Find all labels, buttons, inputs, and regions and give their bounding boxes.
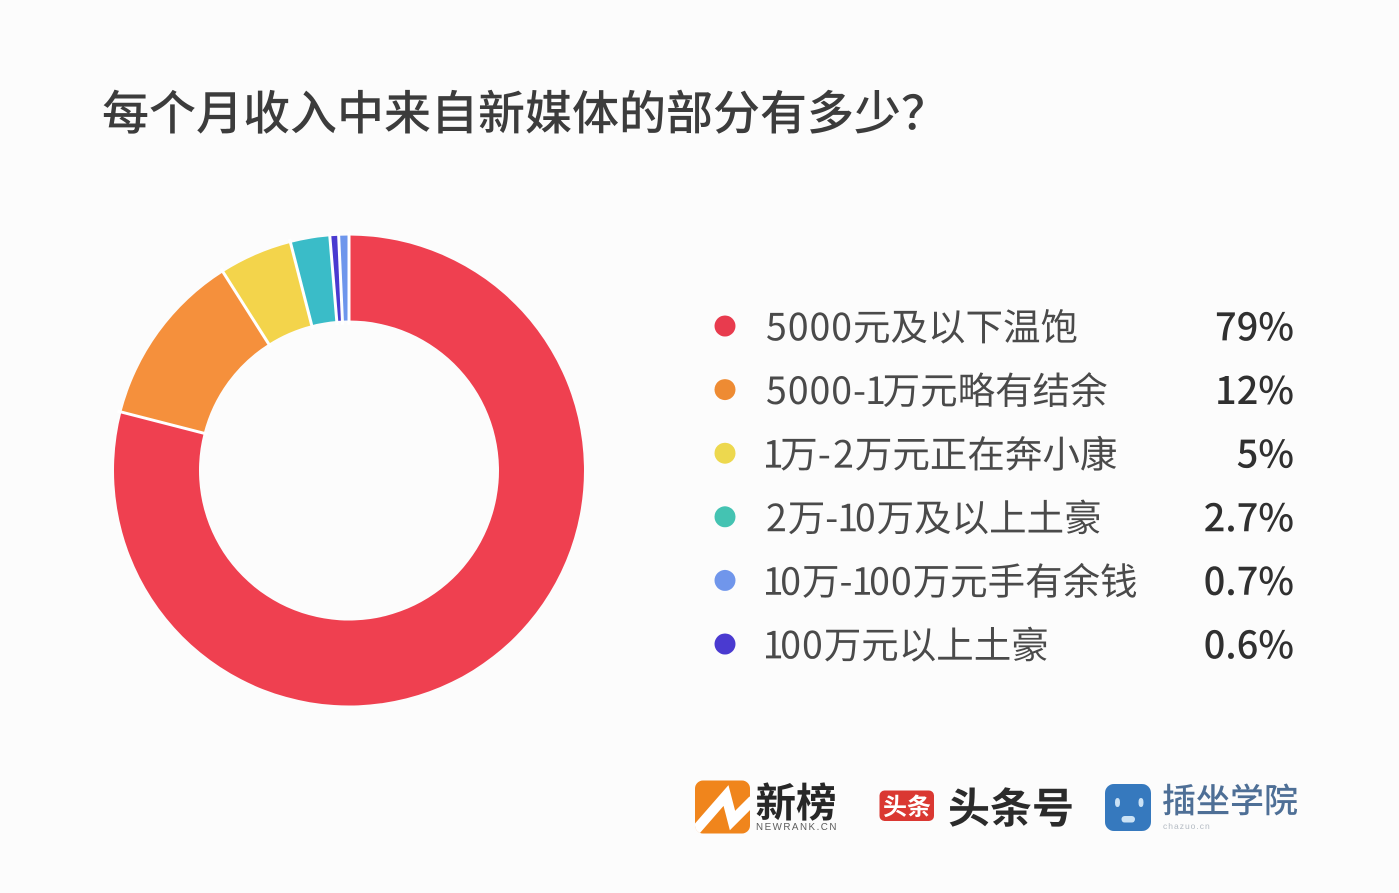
svg-text:chazuo.cn: chazuo.cn [1163, 821, 1211, 831]
svg-text:NEWRANK.CN: NEWRANK.CN [756, 822, 838, 833]
